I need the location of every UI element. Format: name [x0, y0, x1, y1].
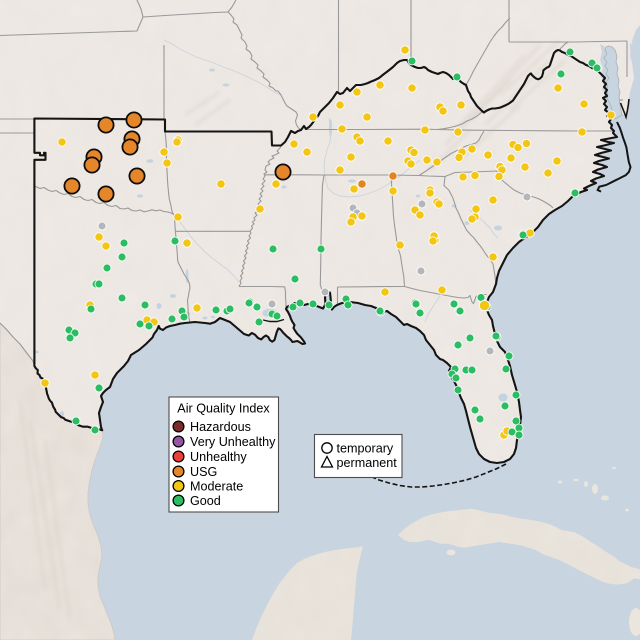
- svg-text:Hazardous: Hazardous: [190, 420, 251, 434]
- svg-text:permanent: permanent: [337, 456, 398, 470]
- svg-text:Moderate: Moderate: [190, 480, 243, 494]
- svg-text:Very Unhealthy: Very Unhealthy: [190, 435, 276, 449]
- svg-text:temporary: temporary: [337, 442, 394, 456]
- svg-text:Good: Good: [190, 494, 221, 508]
- svg-text:Air Quality Index: Air Quality Index: [177, 402, 270, 416]
- svg-text:USG: USG: [190, 465, 217, 479]
- svg-text:Unhealthy: Unhealthy: [190, 450, 247, 464]
